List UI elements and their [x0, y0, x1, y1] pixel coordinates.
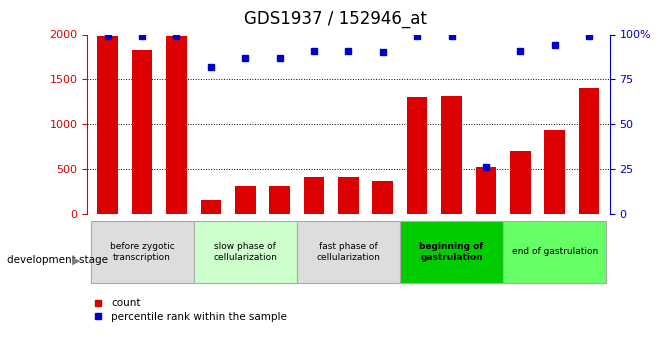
- Bar: [269, 186, 290, 214]
- Bar: [235, 186, 255, 214]
- Bar: [304, 177, 324, 214]
- Text: slow phase of
cellularization: slow phase of cellularization: [213, 242, 277, 262]
- Legend: count, percentile rank within the sample: count, percentile rank within the sample: [92, 298, 287, 322]
- Bar: [90, 221, 194, 283]
- Text: GDS1937 / 152946_at: GDS1937 / 152946_at: [244, 10, 426, 28]
- Text: before zygotic
transcription: before zygotic transcription: [110, 242, 174, 262]
- Bar: [97, 36, 118, 214]
- Bar: [579, 88, 600, 214]
- Bar: [338, 177, 358, 214]
- Text: ▶: ▶: [72, 256, 81, 265]
- Bar: [166, 36, 187, 214]
- Bar: [503, 221, 606, 283]
- Bar: [132, 50, 153, 214]
- Text: beginning of
gastrulation: beginning of gastrulation: [419, 242, 484, 262]
- Text: development stage: development stage: [7, 256, 108, 265]
- Text: end of gastrulation: end of gastrulation: [512, 247, 598, 256]
- Bar: [373, 181, 393, 214]
- Bar: [544, 130, 565, 214]
- Bar: [510, 151, 531, 214]
- Bar: [442, 96, 462, 214]
- Bar: [400, 221, 503, 283]
- Bar: [200, 200, 221, 214]
- Bar: [194, 221, 297, 283]
- Bar: [407, 97, 427, 214]
- Bar: [297, 221, 400, 283]
- Bar: [476, 167, 496, 214]
- Text: fast phase of
cellularization: fast phase of cellularization: [316, 242, 381, 262]
